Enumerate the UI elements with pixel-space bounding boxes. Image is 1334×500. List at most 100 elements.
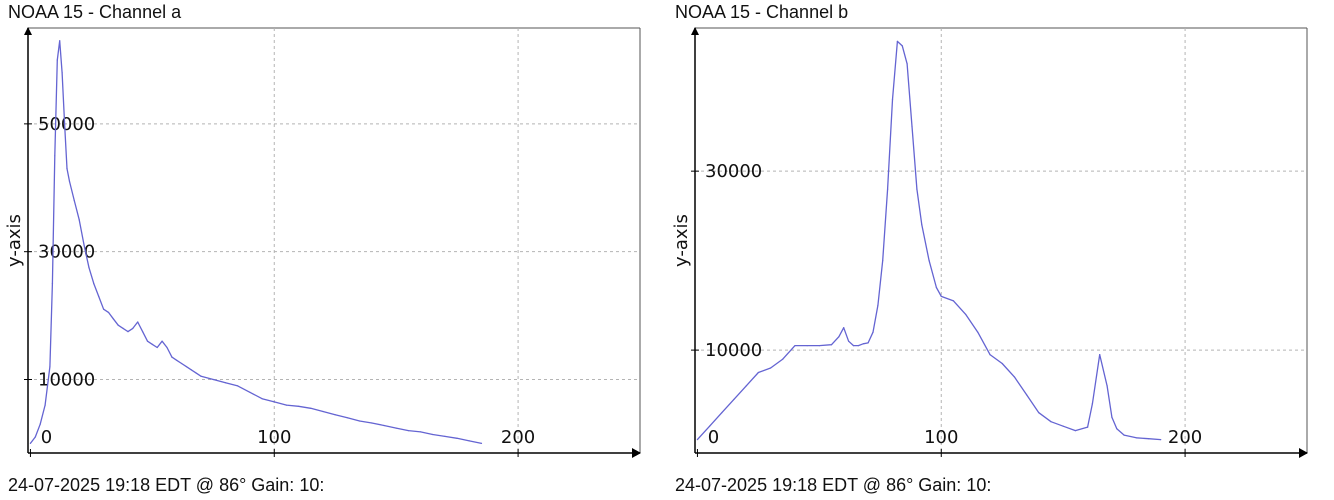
data-point (161, 340, 163, 342)
data-point (371, 422, 373, 424)
y-axis-label: y-axis (4, 214, 25, 267)
data-point (200, 375, 202, 377)
data-point (59, 40, 61, 42)
data-point (322, 410, 324, 413)
data-point (1099, 354, 1101, 356)
data-point (896, 40, 898, 43)
data-point (51, 283, 54, 285)
data-point (1106, 385, 1108, 387)
data-point (721, 412, 723, 414)
x-tick-label: 200 (501, 427, 535, 448)
data-point (29, 442, 31, 444)
data-point (770, 367, 772, 369)
data-point (952, 300, 955, 302)
data-point (132, 327, 134, 329)
data-point (212, 378, 214, 381)
data-point (989, 354, 991, 356)
data-point (383, 424, 385, 427)
data-point (346, 417, 348, 419)
data-point (420, 431, 422, 433)
data-point (1147, 438, 1150, 440)
data-point (112, 318, 114, 320)
data-point (977, 331, 979, 333)
data-point (911, 125, 913, 127)
data-point (444, 435, 446, 437)
data-point (66, 168, 68, 170)
data-point (237, 385, 239, 387)
data-point (1087, 426, 1089, 428)
data-point (107, 311, 110, 313)
data-point (838, 336, 840, 338)
data-point (185, 366, 188, 368)
chart-panel-b: NOAA 15 - Channel b 0 100 200 10000 30000 y-a… (667, 0, 1334, 500)
data-point (78, 219, 80, 221)
data-point (794, 345, 796, 347)
x-axis-arrow (1299, 448, 1308, 458)
data-point (818, 345, 820, 347)
data-point (857, 345, 859, 347)
y-axis-arrow (691, 27, 699, 35)
data-point (310, 407, 312, 409)
data-point (249, 391, 251, 393)
data-point (93, 283, 95, 285)
data-point (916, 188, 918, 190)
data-point (137, 321, 139, 323)
data-point (285, 404, 288, 406)
data-point (1062, 425, 1064, 427)
data-point (103, 308, 105, 310)
data-point (334, 414, 336, 416)
data-point (195, 372, 197, 374)
data-point (1116, 428, 1118, 430)
data-point (73, 200, 75, 202)
data-point (122, 327, 124, 329)
data-point (1135, 437, 1137, 439)
y-axis-arrow (24, 27, 32, 35)
data-point (61, 72, 63, 74)
data-point (190, 369, 192, 371)
data-point (49, 366, 51, 368)
data-point (171, 356, 173, 358)
data-point (56, 59, 58, 61)
data-point (965, 313, 967, 315)
data-point (887, 188, 889, 190)
data-point (34, 436, 36, 438)
chart-title: NOAA 15 - Channel a (8, 2, 182, 22)
data-point (696, 439, 698, 441)
y-tick-label: 10000 (705, 340, 762, 361)
data-point (852, 345, 855, 347)
data-point (468, 440, 470, 442)
data-point (68, 180, 71, 182)
data-point (83, 244, 85, 246)
data-point (928, 260, 930, 262)
x-tick-label: 0 (41, 427, 52, 448)
x-tick-label: 100 (924, 427, 958, 448)
data-point (98, 295, 100, 297)
data-point (940, 295, 942, 297)
data-point (935, 286, 937, 289)
data-point (906, 63, 908, 65)
data-point (432, 433, 434, 436)
data-point (782, 358, 784, 360)
data-point (273, 401, 275, 403)
series-line (29, 40, 482, 445)
data-point (848, 340, 850, 342)
chart-panel-a: NOAA 15 - Channel a 0 100 200 10000 30000 500… (4, 2, 641, 495)
data-point (151, 343, 153, 345)
x-tick-label: 200 (1168, 427, 1202, 448)
data-point (1160, 439, 1162, 441)
data-point (877, 304, 879, 306)
data-point (1111, 416, 1113, 418)
data-point (757, 371, 759, 374)
chart-footer: 24-07-2025 19:18 EDT @ 86° Gain: 10: (8, 475, 325, 495)
x-tick-label: 100 (257, 427, 291, 448)
data-point (456, 437, 458, 439)
data-point (359, 420, 361, 422)
data-point (872, 331, 874, 333)
chart-footer: 24-07-2025 19:18 EDT @ 86° Gain: 10: (675, 475, 992, 495)
data-point (709, 425, 711, 427)
data-point (1038, 412, 1040, 414)
data-point (745, 385, 747, 387)
data-point (88, 267, 90, 269)
data-point (1013, 376, 1015, 378)
